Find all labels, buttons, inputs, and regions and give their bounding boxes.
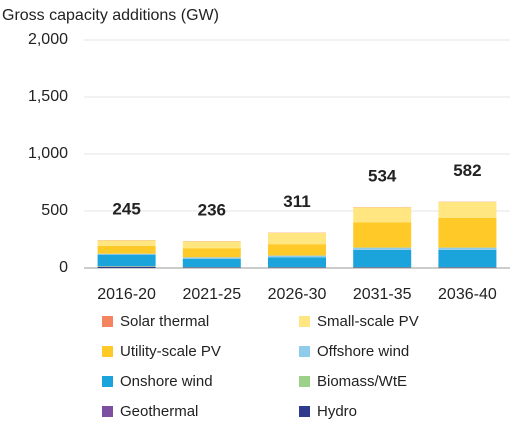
bar-segment [268,257,326,267]
y-tick-label: 1,500 [28,88,68,105]
legend-label: Small-scale PV [317,313,419,330]
bar-segment [268,232,326,245]
legend-swatch [102,406,113,417]
x-tick-label: 2026-30 [268,286,327,303]
y-tick-label: 500 [41,202,68,219]
bar-segment [438,267,497,268]
chart-title: Gross capacity additions (GW) [2,7,219,24]
y-tick-label: 1,000 [28,145,68,162]
bar-segment [97,245,156,254]
legend-swatch [299,316,310,327]
legend-swatch [299,346,310,357]
bar-segment [97,266,156,268]
total-label: 534 [368,167,397,186]
bar-segment [268,267,326,268]
legend-swatch [102,376,113,387]
bar-segment [438,217,497,248]
y-tick-label: 0 [59,259,68,276]
legend-label: Biomass/WtE [317,373,407,390]
bar-segment [438,249,497,267]
bar-segment [353,207,412,223]
total-label: 582 [453,161,481,180]
total-label: 245 [112,200,140,219]
bar-segment [182,248,241,258]
legend-label: Solar thermal [120,313,209,330]
x-tick-label: 2031-35 [353,286,412,303]
bar-segment [97,240,156,246]
legend-label: Utility-scale PV [120,343,221,360]
bar-segment [438,201,497,218]
legend-label: Offshore wind [317,343,409,360]
y-tick-label: 2,000 [28,31,68,48]
legend-swatch [102,316,113,327]
bar-segment [353,247,412,250]
legend-label: Hydro [317,403,357,420]
bar-segment [438,247,497,250]
bar-segment [268,255,326,258]
bar-segment [353,222,412,248]
bar-segment [97,254,156,267]
bar-segment [182,267,241,268]
total-label: 311 [283,192,310,211]
x-tick-label: 2036-40 [438,286,497,303]
bar-segment [182,241,241,249]
bar-segment [182,258,241,267]
legend-label: Geothermal [120,403,198,420]
bar-segment [268,244,326,256]
total-label: 236 [198,201,226,220]
x-tick-label: 2021-25 [182,286,241,303]
bar-segment [182,257,241,259]
x-tick-label: 2016-20 [97,286,156,303]
bar-segment [97,266,156,267]
legend-swatch [299,376,310,387]
legend-swatch [299,406,310,417]
legend-label: Onshore wind [120,373,213,390]
bar-segment [353,249,412,267]
bar-segment [353,267,412,268]
bar-segment [97,253,156,255]
legend-swatch [102,346,113,357]
